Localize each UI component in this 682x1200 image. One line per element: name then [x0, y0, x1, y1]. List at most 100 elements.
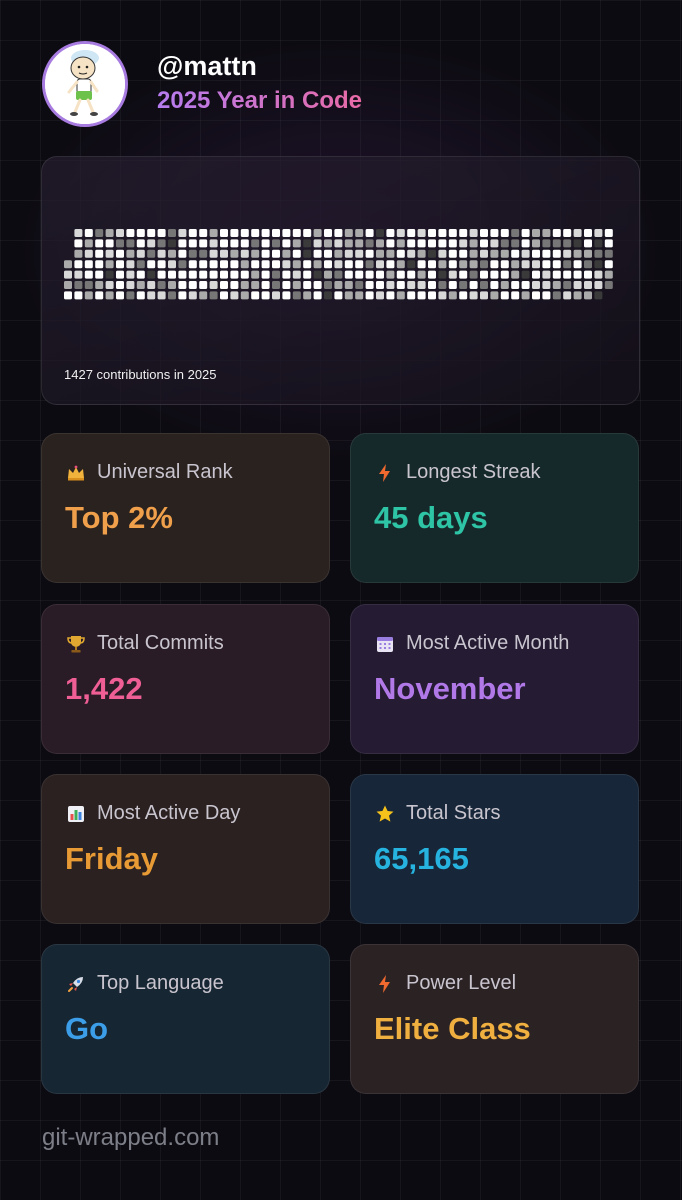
contribution-cell	[116, 229, 124, 237]
contribution-cell	[178, 281, 187, 289]
contribution-cell	[500, 291, 509, 300]
contribution-cell	[355, 239, 364, 248]
contribution-cell	[521, 229, 530, 237]
contribution-cell	[563, 281, 572, 289]
contribution-cell	[157, 249, 166, 258]
contribution-cell	[386, 229, 395, 237]
contribution-cell	[199, 229, 208, 237]
contribution-cell	[324, 260, 332, 269]
contribution-cell	[532, 249, 540, 258]
contribution-cell	[376, 291, 384, 300]
contribution-cell	[604, 249, 613, 258]
contribution-cell	[178, 291, 187, 300]
contribution-cell	[542, 291, 551, 300]
contribution-cell	[324, 239, 332, 248]
contribution-cell	[136, 229, 145, 237]
contribution-cell	[511, 281, 520, 289]
contribution-cell	[251, 270, 260, 279]
contribution-cell	[230, 229, 239, 237]
contribution-cell	[604, 270, 613, 279]
contribution-cell	[459, 229, 468, 237]
contribution-cell	[334, 260, 343, 269]
contribution-cell	[594, 270, 603, 279]
contribution-cell	[407, 239, 416, 248]
contribution-cell	[292, 249, 301, 258]
contribution-cell	[386, 291, 395, 300]
contribution-cell	[105, 270, 114, 279]
contribution-cell	[147, 260, 156, 269]
contribution-cell	[365, 249, 374, 258]
footer-site-link[interactable]: git-wrapped.com	[42, 1124, 220, 1151]
contribution-cell	[376, 281, 384, 289]
contribution-cell	[448, 239, 457, 248]
stat-value: 65,165	[374, 841, 469, 876]
contribution-cell	[178, 249, 187, 258]
contribution-cell	[521, 281, 530, 289]
contribution-cell	[178, 239, 187, 248]
contribution-cell	[532, 239, 540, 248]
contribution-cell	[157, 260, 166, 269]
contribution-cell	[209, 229, 218, 237]
contribution-cell	[594, 291, 603, 300]
contribution-cell	[552, 249, 561, 258]
avatar-character-image	[45, 44, 125, 124]
contribution-cell	[74, 260, 83, 269]
contribution-cell	[188, 281, 197, 289]
contribution-cell	[303, 270, 312, 279]
contribution-cell	[542, 239, 551, 248]
rocket-icon	[65, 973, 87, 995]
contribution-cell	[584, 270, 592, 279]
contribution-cell	[313, 281, 322, 289]
contribution-cell	[511, 229, 520, 237]
contribution-cell	[95, 249, 104, 258]
contribution-cell	[303, 281, 312, 289]
stat-value: Elite Class	[374, 1011, 531, 1046]
contribution-cell	[407, 291, 416, 300]
avatar[interactable]	[42, 41, 128, 127]
contribution-cell	[272, 249, 280, 258]
stat-label: Longest Streak	[406, 461, 541, 483]
contribution-cell	[448, 281, 457, 289]
stat-card-total-commits: Total Commits 1,422	[41, 604, 330, 754]
contribution-cell	[521, 260, 530, 269]
contribution-cell	[521, 291, 530, 300]
contribution-cell	[282, 229, 291, 237]
contribution-cell	[230, 239, 239, 248]
contribution-cell	[178, 260, 187, 269]
contribution-cell	[199, 291, 208, 300]
contribution-cell	[334, 239, 343, 248]
contribution-cell	[147, 291, 156, 300]
contribution-cell	[157, 281, 166, 289]
contribution-cell	[188, 291, 197, 300]
contribution-cell	[407, 270, 416, 279]
contribution-cell	[136, 239, 145, 248]
contribution-cell	[376, 229, 384, 237]
contribution-cell	[386, 260, 395, 269]
contribution-cell	[573, 249, 582, 258]
contribution-cell	[116, 281, 124, 289]
contribution-cell	[573, 291, 582, 300]
contribution-cell	[282, 291, 291, 300]
contribution-cell	[563, 270, 572, 279]
stat-label: Total Stars	[406, 802, 501, 824]
contribution-cell	[168, 229, 176, 237]
contribution-cell	[303, 239, 312, 248]
contribution-cell	[282, 249, 291, 258]
contribution-cell	[313, 239, 322, 248]
contribution-cell	[324, 270, 332, 279]
contribution-cell	[532, 270, 540, 279]
contribution-cell	[168, 249, 176, 258]
contribution-cell	[376, 260, 384, 269]
contribution-cell	[344, 291, 353, 300]
contribution-cell	[417, 270, 426, 279]
stat-card-total-stars: Total Stars 65,165	[350, 774, 639, 924]
contribution-cell	[303, 260, 312, 269]
stat-card-top-language: Top Language Go	[41, 944, 330, 1094]
contribution-cell	[459, 249, 468, 258]
contribution-cell	[573, 270, 582, 279]
contribution-cell	[490, 281, 499, 289]
contribution-cell	[251, 249, 260, 258]
stat-card-longest-streak: Longest Streak 45 days	[350, 433, 639, 583]
contribution-cell	[272, 239, 280, 248]
contribution-cell	[126, 291, 135, 300]
